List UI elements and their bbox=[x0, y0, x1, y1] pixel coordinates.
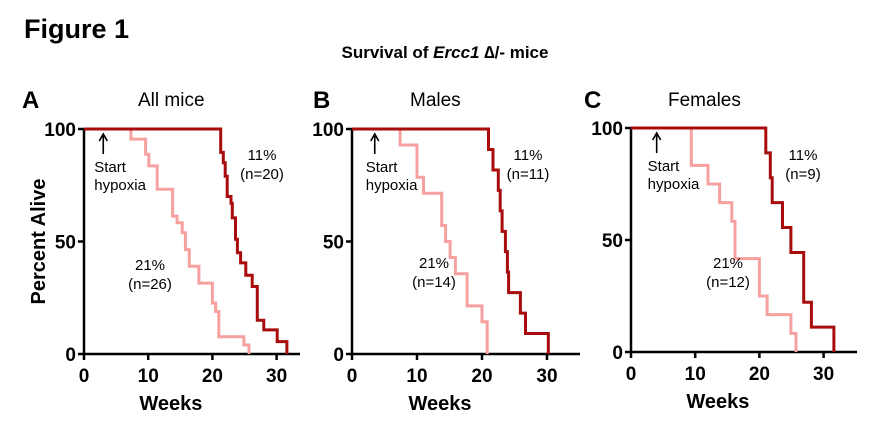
figure-title-gene: Ercc1 bbox=[433, 43, 479, 62]
annotation-text: hypoxia bbox=[366, 177, 418, 194]
survival-curve-21pct bbox=[84, 127, 251, 354]
survival-curve-11pct bbox=[631, 126, 836, 352]
series-label: (n=14) bbox=[412, 274, 456, 291]
x-axis-label: Weeks bbox=[408, 393, 471, 415]
y-tick-label: 50 bbox=[602, 231, 623, 252]
x-tick-label: 10 bbox=[406, 366, 427, 387]
x-tick-label: 0 bbox=[347, 366, 358, 387]
x-tick-label: 10 bbox=[685, 364, 706, 385]
y-tick-label: 50 bbox=[323, 233, 344, 254]
x-axis-label: Weeks bbox=[139, 393, 202, 415]
arrow-head bbox=[98, 132, 108, 142]
x-tick-label: 20 bbox=[202, 366, 223, 387]
annotation-text: hypoxia bbox=[648, 176, 700, 193]
panel-c: C Females 0 50 100 0 10 20 30 Weeks 21% (n=12) 11% (n… bbox=[584, 87, 857, 413]
x-tick-label: 30 bbox=[813, 364, 834, 385]
panel-letter: A bbox=[22, 87, 39, 114]
survival-curve-11pct bbox=[352, 127, 550, 354]
annotation-text: Start bbox=[648, 158, 681, 175]
x-axis-label: Weeks bbox=[686, 391, 749, 413]
x-tick-label: 30 bbox=[536, 366, 557, 387]
arrow-head bbox=[370, 132, 380, 142]
x-tick-label: 0 bbox=[626, 364, 637, 385]
figure-title-suffix: ∆/- mice bbox=[479, 43, 548, 62]
y-tick-label: 0 bbox=[612, 343, 623, 364]
annotation-text: Start bbox=[94, 159, 127, 176]
panel-title: Females bbox=[668, 90, 741, 111]
series-label: 11% bbox=[789, 147, 818, 164]
series-label: 11% bbox=[248, 147, 277, 164]
series-label: (n=11) bbox=[507, 166, 550, 183]
y-tick-label: 0 bbox=[65, 345, 76, 366]
panel-title: All mice bbox=[138, 90, 205, 111]
panel-b: B Males 0 50 100 0 10 20 30 Weeks 21% (n=14) 11% (n=1… bbox=[312, 87, 580, 415]
x-tick-label: 10 bbox=[138, 366, 159, 387]
series-label: (n=9) bbox=[785, 166, 820, 183]
series-label: 21% bbox=[713, 255, 743, 272]
annotation-text: Start bbox=[366, 159, 399, 176]
panel-title: Males bbox=[410, 90, 461, 111]
series-label: (n=12) bbox=[706, 274, 750, 291]
series-label: 21% bbox=[135, 257, 165, 274]
survival-curve-21pct bbox=[631, 126, 798, 352]
y-tick-label: 100 bbox=[44, 120, 76, 141]
y-tick-label: 100 bbox=[312, 120, 344, 141]
x-tick-label: 20 bbox=[749, 364, 770, 385]
panel-letter: B bbox=[313, 87, 330, 114]
figure-title-prefix: Survival of bbox=[342, 43, 434, 62]
panel-a: A All mice 0 50 100 0 10 20 30 Weeks Percent Alive… bbox=[22, 87, 300, 415]
figure-label: Figure 1 bbox=[24, 14, 129, 44]
figure-title: Survival of Ercc1 ∆/- mice bbox=[342, 43, 549, 62]
annotation-text: hypoxia bbox=[94, 177, 146, 194]
survival-curve-21pct bbox=[352, 127, 489, 354]
y-tick-label: 0 bbox=[333, 345, 344, 366]
series-label: 11% bbox=[514, 147, 543, 164]
x-tick-label: 20 bbox=[471, 366, 492, 387]
panel-letter: C bbox=[584, 87, 601, 114]
survival-curve-11pct bbox=[84, 127, 289, 354]
series-label: (n=26) bbox=[128, 276, 172, 293]
y-tick-label: 50 bbox=[55, 233, 76, 254]
x-tick-label: 0 bbox=[79, 366, 90, 387]
series-label: (n=20) bbox=[240, 166, 284, 183]
series-label: 21% bbox=[419, 255, 449, 272]
y-tick-label: 100 bbox=[591, 119, 623, 140]
arrow-head bbox=[651, 131, 662, 141]
y-axis-label: Percent Alive bbox=[28, 179, 50, 305]
x-tick-label: 30 bbox=[266, 366, 287, 387]
